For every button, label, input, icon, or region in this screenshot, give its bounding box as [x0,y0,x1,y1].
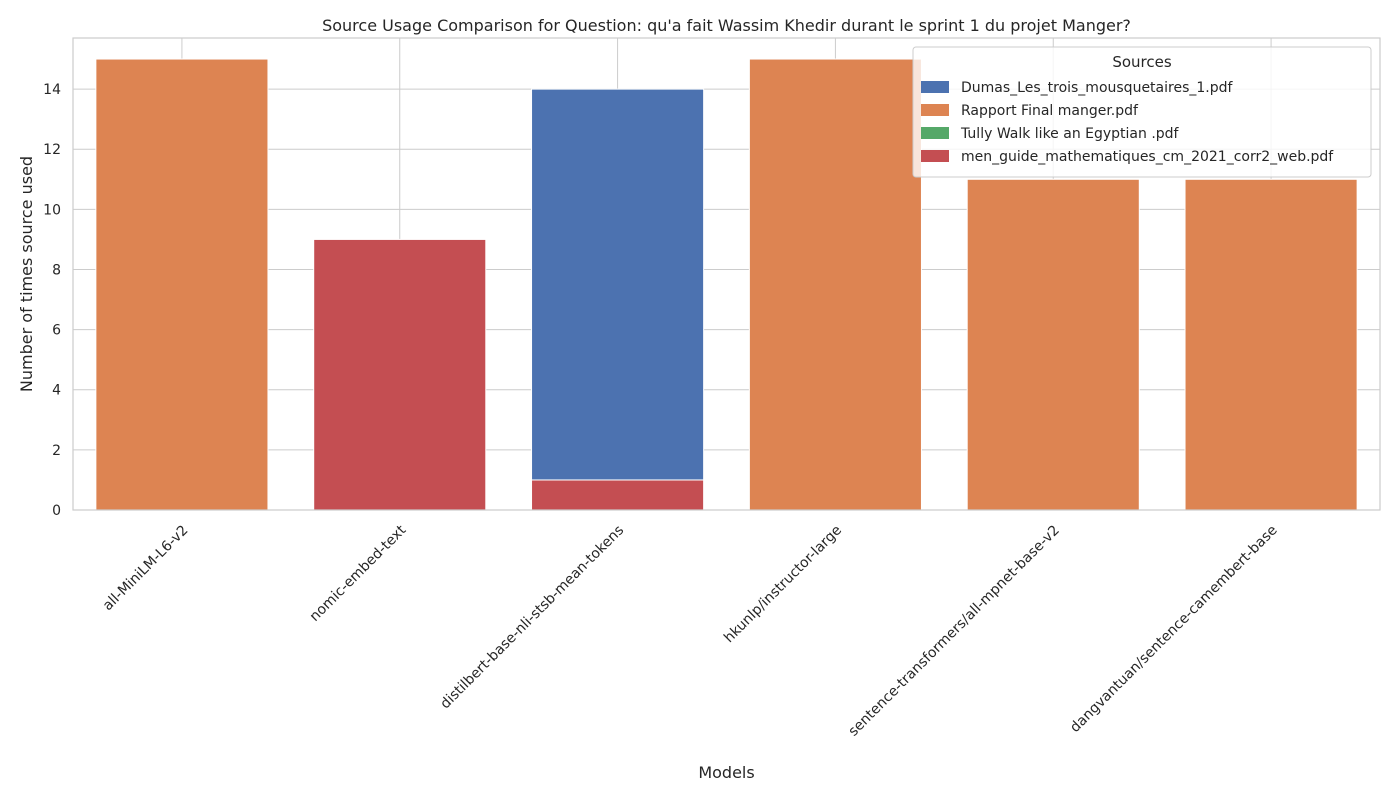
y-axis-ticks: 0 2 4 6 8 10 12 14 [43,82,61,519]
y-axis-label: Number of times source used [17,156,36,392]
y-tick-label: 6 [52,323,61,339]
plot-border [72,37,1381,511]
legend-label: Dumas_Les_trois_mousquetaires_1.pdf [961,80,1233,96]
legend-swatch [921,150,949,162]
legend-title: Sources [1112,53,1172,71]
y-tick-label: 12 [43,142,61,158]
bar [531,479,705,511]
legend-label: men_guide_mathematiques_cm_2021_corr2_we… [961,149,1334,165]
y-tick-label: 4 [52,383,61,399]
x-axis-label: Models [698,763,754,782]
bar [95,58,269,511]
y-tick-label: 14 [43,82,61,98]
legend-swatch [921,104,949,116]
legend-label: Tully Walk like an Egyptian .pdf [960,126,1180,142]
y-tick-label: 8 [52,262,61,278]
y-tick-label: 2 [52,443,61,459]
bar [313,238,487,511]
legend-swatch [921,127,949,139]
plot-frame [72,37,1381,511]
legend-label: Rapport Final manger.pdf [961,103,1139,119]
y-tick-label: 0 [52,503,61,519]
legend: Sources Dumas_Les_trois_mousquetaires_1.… [912,46,1372,178]
y-tick-label: 10 [43,202,61,218]
legend-swatch [921,81,949,93]
bars [95,58,1358,511]
bar [1184,178,1358,511]
chart-title: Source Usage Comparison for Question: qu… [322,16,1131,35]
bar [748,58,922,511]
legend-box [912,46,1372,178]
bar [966,178,1140,511]
legend-items: Dumas_Les_trois_mousquetaires_1.pdf Rappo… [921,80,1334,165]
bar [531,88,705,481]
